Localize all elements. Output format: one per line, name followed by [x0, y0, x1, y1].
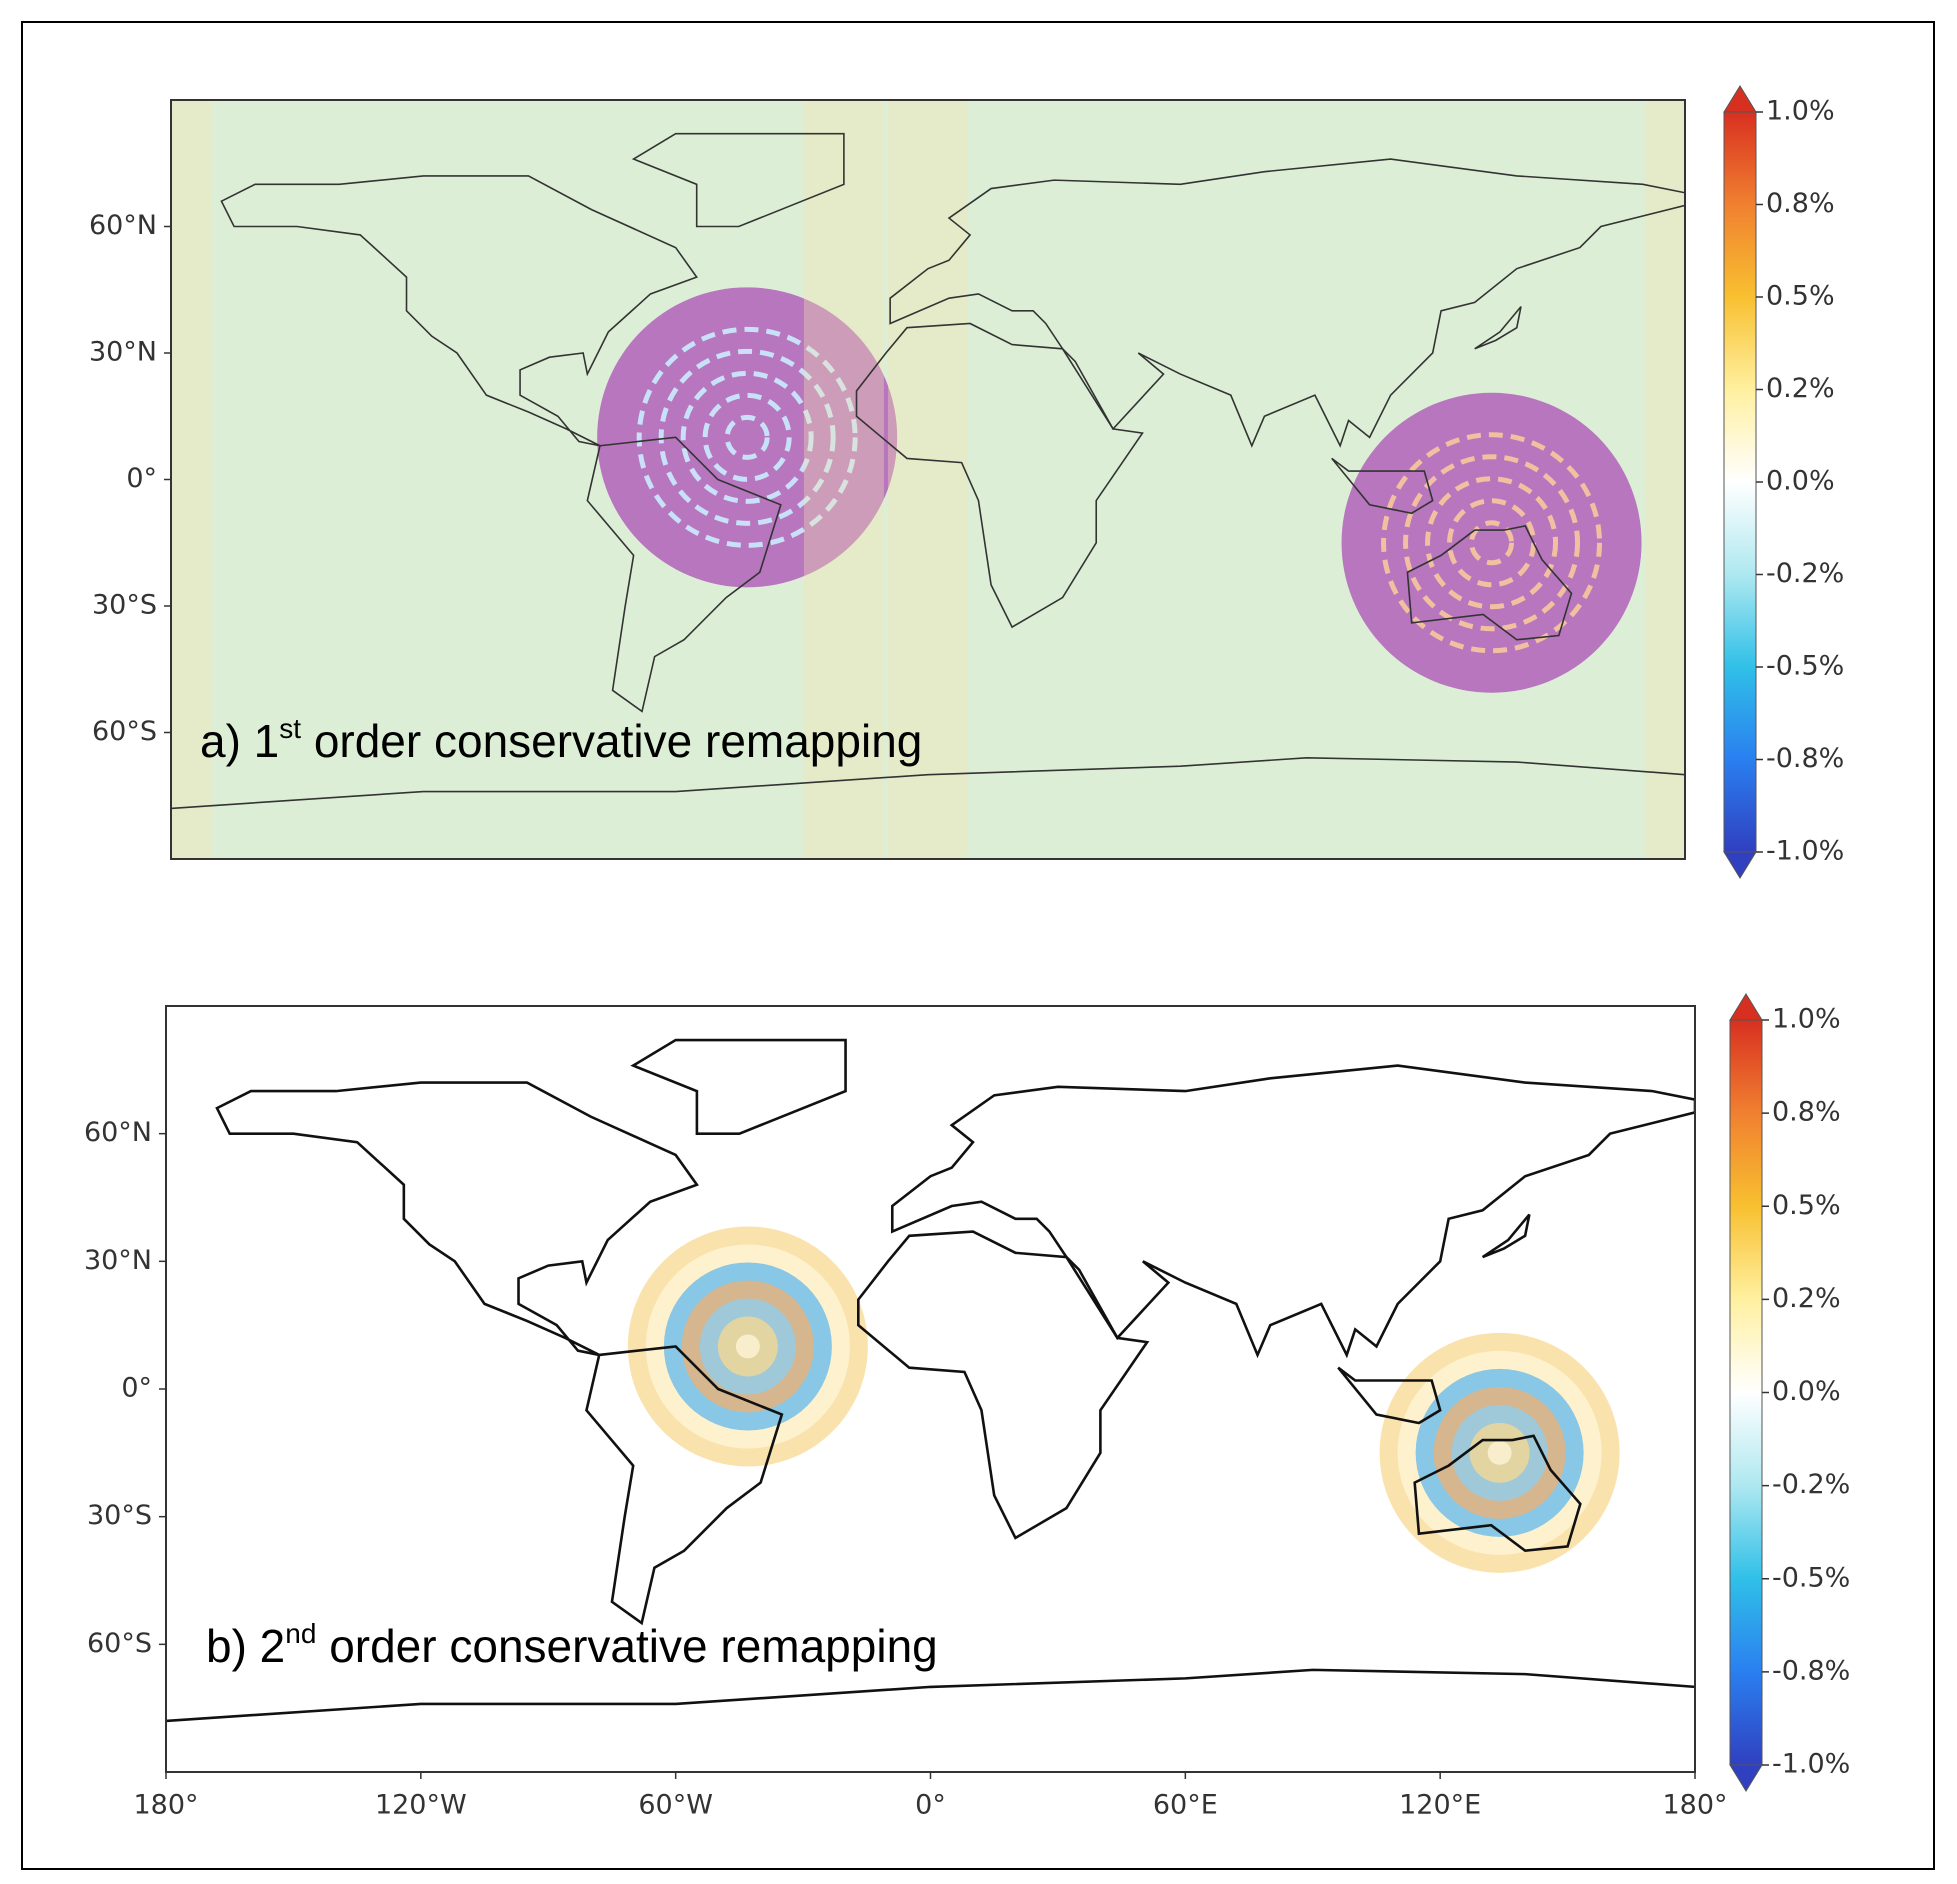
- coastline: [585, 1345, 784, 1626]
- colorbar-extend-min: [1729, 1764, 1763, 1792]
- coastline: [889, 158, 1685, 448]
- coastline: [855, 322, 1144, 629]
- vortex-ring: [1425, 476, 1559, 610]
- vortex-ring: [1381, 432, 1603, 654]
- colorbar-tick-label: -1.0%: [1772, 1749, 1850, 1780]
- coastline: [171, 756, 1685, 810]
- x-tick-label: 180°: [1662, 1790, 1727, 1821]
- y-tick-label: 60°N: [84, 1117, 152, 1148]
- vortex-ring: [735, 1334, 760, 1359]
- vortex-ring: [680, 370, 814, 504]
- y-tick-label: 30°S: [87, 1500, 152, 1531]
- edge-artifact: [888, 100, 968, 859]
- vortex-ring: [724, 414, 770, 460]
- label-suffix: order conservative remapping: [316, 1620, 937, 1672]
- coastline: [856, 1230, 1150, 1540]
- vortex-ring: [658, 348, 836, 526]
- x-tick-label: 0°: [915, 1790, 946, 1821]
- coastline: [215, 1081, 699, 1357]
- edge-artifact: [1645, 100, 1685, 859]
- edge-artifact: [171, 100, 211, 859]
- colorbar: [1729, 1019, 1763, 1766]
- colorbar-tick-label: -0.2%: [1772, 1469, 1850, 1500]
- y-tick-label: 30°N: [89, 337, 157, 368]
- coastline: [1413, 1434, 1582, 1553]
- x-tick-label: 60°W: [638, 1790, 713, 1821]
- colorbar-tick-label: 0.5%: [1772, 1190, 1841, 1221]
- coastline: [890, 1064, 1695, 1359]
- colorbar-tick-label: 0.8%: [1766, 188, 1835, 219]
- colorbar-tick-label: -0.5%: [1766, 651, 1844, 682]
- colorbar: [1723, 111, 1757, 853]
- x-tick-label: 120°E: [1399, 1790, 1481, 1821]
- vortex-ring: [702, 392, 792, 482]
- coastline: [631, 132, 845, 228]
- colorbar-tick-label: -0.8%: [1772, 1655, 1850, 1686]
- edge-artifact: [803, 100, 884, 859]
- coastline: [630, 1038, 847, 1135]
- label-prefix: a) 1: [200, 715, 279, 767]
- colorbar-tick-label: 0.2%: [1766, 373, 1835, 404]
- x-tick-label: 60°E: [1153, 1790, 1218, 1821]
- error-vortex: [1341, 392, 1642, 693]
- colorbar-extend-min: [1723, 851, 1757, 879]
- colorbar-extend-max: [1729, 993, 1763, 1021]
- colorbar-tick-label: 0.2%: [1772, 1283, 1841, 1314]
- label-superscript: nd: [285, 1618, 316, 1649]
- coastline: [220, 175, 698, 447]
- vortex-ring: [1487, 1440, 1512, 1465]
- colorbar-tick-label: -1.0%: [1766, 836, 1844, 867]
- label-prefix: b) 2: [206, 1620, 285, 1672]
- map-field: [166, 1038, 1695, 1723]
- coastline: [166, 1668, 1695, 1723]
- colorbar-tick-label: 0.5%: [1766, 281, 1835, 312]
- colorbar-tick-label: -0.5%: [1772, 1562, 1850, 1593]
- label-superscript: st: [279, 713, 301, 744]
- label-suffix: order conservative remapping: [301, 715, 922, 767]
- y-tick-label: 30°S: [92, 590, 157, 621]
- y-tick-label: 0°: [126, 463, 157, 494]
- coastline: [1337, 1366, 1442, 1425]
- coastline: [1331, 457, 1434, 515]
- vortex-ring: [1469, 520, 1515, 566]
- colorbar-tick-label: 1.0%: [1772, 1004, 1841, 1035]
- y-tick-label: 60°S: [92, 716, 157, 747]
- colorbar-extend-max: [1723, 85, 1757, 113]
- y-tick-label: 60°S: [87, 1628, 152, 1659]
- x-tick-label: 120°W: [375, 1790, 467, 1821]
- x-tick-label: 180°: [133, 1790, 198, 1821]
- y-tick-label: 0°: [121, 1373, 152, 1404]
- colorbar-tick-label: -0.2%: [1766, 558, 1844, 589]
- panel-label: b) 2nd order conservative remapping: [206, 1618, 938, 1672]
- colorbar-tick-label: 0.0%: [1772, 1376, 1841, 1407]
- map-panel: 60°N 30°N 0° 30°S 60°S a) 1st order conservat…: [89, 85, 1844, 879]
- panel-label: a) 1st order conservative remapping: [200, 713, 922, 767]
- coastline: [586, 436, 782, 713]
- outer-border: [21, 21, 1935, 1870]
- y-tick-label: 60°N: [89, 210, 157, 241]
- coastline: [1406, 524, 1573, 641]
- colorbar-tick-label: 0.8%: [1772, 1097, 1841, 1128]
- coastline: [1474, 306, 1522, 350]
- coastline: [1481, 1213, 1531, 1259]
- map-panel: 60°N 30°N 0° 30°S 60°S 180° 120°W 60°W 0° 60°E 120…: [84, 993, 1850, 1821]
- map-field: [171, 100, 1685, 859]
- vortex-ring: [1403, 454, 1581, 632]
- colorbar-tick-label: 1.0%: [1766, 96, 1835, 127]
- colorbar-tick-label: 0.0%: [1766, 466, 1835, 497]
- y-tick-label: 30°N: [84, 1245, 152, 1276]
- colorbar-tick-label: -0.8%: [1766, 743, 1844, 774]
- vortex-ring: [636, 326, 858, 548]
